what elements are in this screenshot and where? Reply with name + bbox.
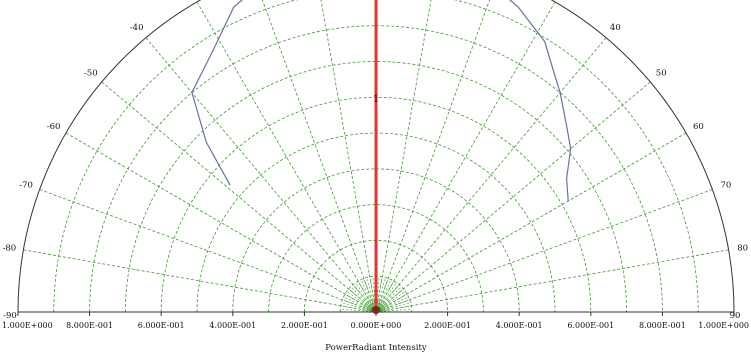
radial-tick-label: 4.000E-001	[496, 321, 543, 330]
grid-spoke-fine	[375, 286, 402, 313]
angle-label: -60	[47, 122, 61, 132]
grid-spoke-fine	[348, 288, 377, 313]
grid-spoke	[65, 132, 377, 313]
grid-spoke-fine	[375, 293, 408, 313]
grid-spoke-fine	[352, 284, 377, 313]
radial-tick-label: 8.000E-001	[639, 321, 686, 330]
outer-arc	[17, 0, 735, 313]
grid-spoke	[262, 0, 377, 313]
grid-spoke	[375, 1, 556, 313]
grid-spoke	[375, 132, 687, 313]
grid-spoke-fine	[375, 288, 404, 313]
grid-circle	[232, 168, 520, 313]
radial-tick-label: 1.000E+000	[2, 321, 53, 330]
grid-spoke-fine	[375, 280, 395, 313]
grid-spoke-fine	[355, 282, 377, 313]
grid-spoke-fine	[375, 302, 411, 313]
angle-label: 70	[720, 181, 731, 191]
grid-spoke-fine	[375, 299, 410, 313]
angle-label: 40	[610, 23, 621, 33]
radial-tick-label: 4.000E-001	[209, 321, 256, 330]
grid-spoke	[375, 0, 432, 313]
grid-spoke-fine	[375, 284, 400, 313]
grid-spoke-fine	[350, 286, 377, 313]
grid-spoke-fine	[375, 279, 392, 313]
x-axis-label: PowerRadiant Intensity	[325, 343, 427, 353]
angle-label: 80	[737, 243, 748, 253]
grid-spoke-fine	[346, 291, 377, 313]
radial-tick-label: 2.000E-001	[424, 321, 471, 330]
angle-label: 90	[730, 311, 741, 321]
grid-circle	[125, 61, 627, 313]
angle-label: -80	[2, 243, 16, 253]
angle-labels: -90-80-70-60-50-40-30-20-102030405060708…	[2, 23, 748, 321]
grid-circle	[89, 25, 663, 313]
radial-ticks: 1.000E+000 8.000E-001 6.000E-001 4.000E-001…	[2, 321, 749, 330]
radial-tick-label: 0.000E+000	[351, 321, 402, 330]
grid-spoke	[101, 81, 377, 313]
angle-label: -40	[130, 23, 144, 33]
grid-spoke-fine	[341, 302, 377, 313]
angle-label: -90	[3, 311, 17, 321]
grid-spoke	[39, 189, 377, 313]
grid-spoke-fine	[343, 296, 377, 313]
grid-spoke-fine	[375, 278, 389, 313]
grid-spoke-fine	[344, 293, 377, 313]
grid-spoke-fine	[375, 291, 406, 313]
center-dot	[372, 306, 380, 314]
angle-label: 50	[656, 69, 667, 79]
grid-spoke	[320, 0, 377, 313]
grid-spoke	[375, 0, 490, 313]
grid-spoke-fine	[340, 305, 377, 313]
grid-circle	[268, 204, 484, 313]
grid-spoke-fine	[366, 277, 377, 313]
radial-tick-label: 1.000E+000	[698, 321, 749, 330]
grid-spoke-fine	[340, 308, 377, 313]
angle-label: -70	[19, 181, 33, 191]
angle-label: 60	[693, 122, 704, 132]
radial-tick-label: 2.000E-001	[281, 321, 328, 330]
grid-spoke-fine	[363, 278, 377, 313]
grid-spoke-fine	[342, 299, 377, 313]
grid-circle	[53, 0, 699, 313]
grid-spoke	[145, 37, 377, 313]
series-line	[191, 0, 572, 202]
radial-tick-label: 6.000E-001	[138, 321, 185, 330]
marker-label: 1	[373, 94, 379, 105]
grid-spoke-fine	[375, 282, 397, 313]
grid-spoke-fine	[375, 305, 412, 313]
angle-label: -50	[84, 69, 98, 79]
grid-spoke-fine	[375, 277, 386, 313]
radial-tick-label: 6.000E-001	[567, 321, 614, 330]
grid-spoke-fine	[375, 296, 409, 313]
marker-layer: 1	[372, 0, 380, 314]
series-layer	[191, 0, 572, 202]
grid-spoke-fine	[360, 279, 377, 313]
grid-spoke	[196, 1, 377, 313]
grid-spoke-fine	[357, 280, 377, 313]
grid-spoke	[375, 37, 607, 313]
grid-spoke-fine	[375, 308, 412, 313]
radial-tick-label: 8.000E-001	[66, 321, 113, 330]
